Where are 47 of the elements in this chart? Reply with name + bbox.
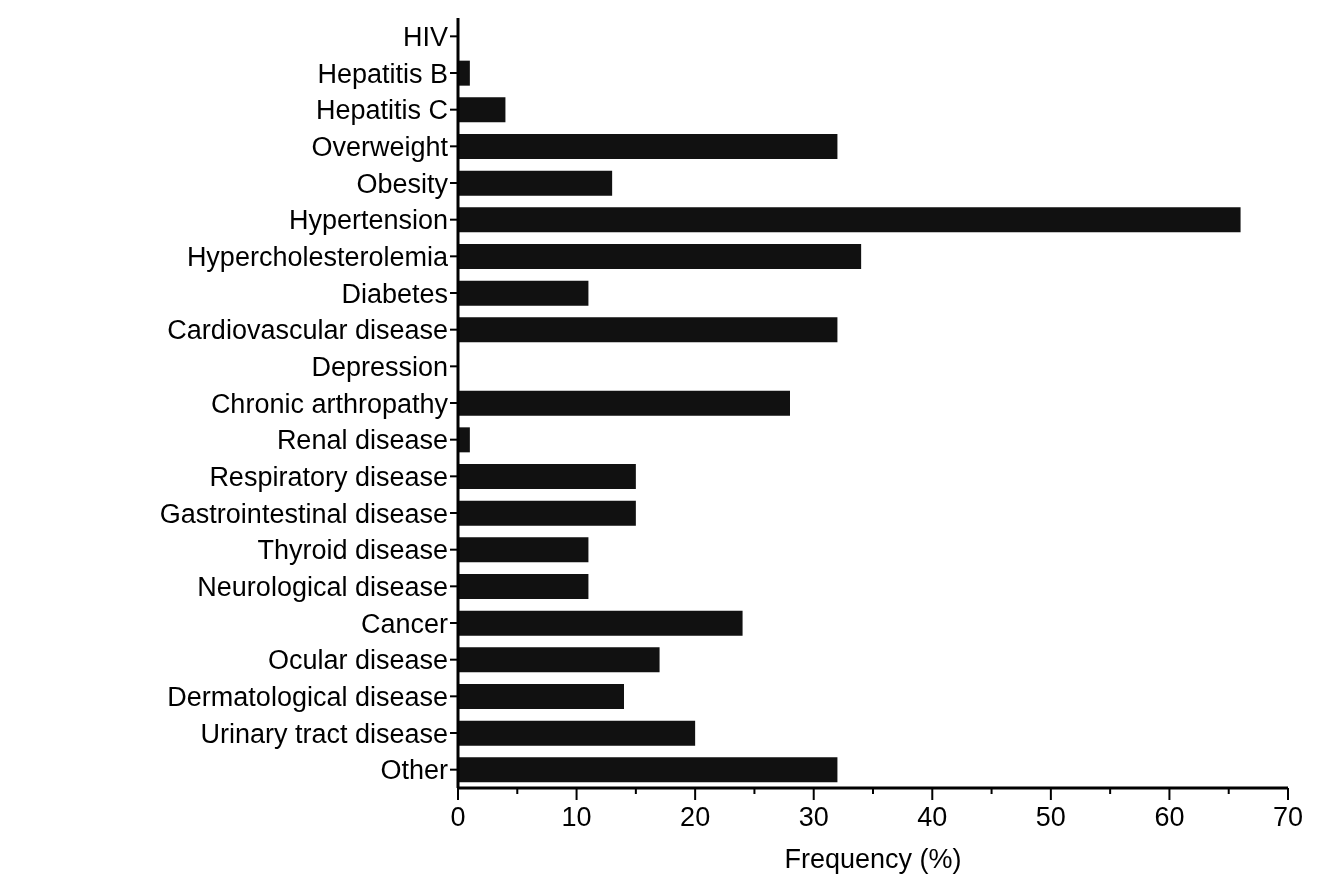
bar: [458, 280, 589, 306]
bar: [458, 207, 1241, 233]
y-tick-label: Chronic arthropathy: [210, 388, 449, 419]
bar: [458, 610, 743, 636]
x-tick-label: 10: [561, 802, 592, 832]
y-tick-label: Respiratory disease: [209, 461, 448, 492]
bar: [458, 390, 790, 416]
y-tick-label: Thyroid disease: [257, 535, 448, 566]
y-tick-label: Hypertension: [288, 205, 448, 236]
bar: [458, 684, 624, 709]
y-tick-label: Other: [380, 755, 448, 786]
y-tick-label: Hepatitis B: [317, 58, 448, 89]
y-tick-label: Dermatological disease: [167, 681, 448, 712]
y-tick-label: Cancer: [360, 608, 448, 639]
y-tick-label: HIV: [402, 21, 448, 52]
y-tick-label: Overweight: [311, 131, 449, 162]
y-tick-label: Cardiovascular disease: [167, 315, 448, 346]
bar: [458, 244, 862, 269]
bar: [458, 720, 696, 746]
x-tick-label: 0: [450, 802, 466, 832]
y-tick-label: Obesity: [356, 168, 449, 199]
x-tick-label: 70: [1272, 802, 1304, 832]
y-tick-label: Neurological disease: [197, 571, 448, 602]
y-tick-label: Depression: [311, 351, 448, 382]
x-tick-label: 20: [680, 802, 711, 832]
y-tick-label: Ocular disease: [267, 645, 448, 676]
x-tick-label: 60: [1154, 802, 1185, 832]
y-tick-label: Renal disease: [276, 425, 448, 456]
y-tick-label: Hypercholesterolemia: [186, 241, 449, 272]
y-tick-label: Urinary tract disease: [200, 718, 448, 749]
x-axis-title: Frequency (%): [784, 844, 962, 874]
bar: [458, 537, 589, 563]
bar: [458, 170, 613, 196]
bar: [458, 647, 660, 673]
bar: [458, 500, 636, 526]
x-tick-label: 40: [917, 802, 948, 832]
y-tick-label: Hepatitis C: [315, 95, 448, 126]
bar: [458, 97, 506, 123]
bar: [458, 134, 838, 159]
bar: [458, 757, 838, 783]
y-tick-label: Diabetes: [341, 278, 448, 309]
x-tick-label: 50: [1035, 802, 1066, 832]
y-tick-label: Gastrointestinal disease: [159, 498, 448, 529]
bar: [458, 317, 838, 343]
x-tick-label: 30: [798, 802, 829, 832]
bar: [458, 574, 589, 599]
bar: [458, 464, 636, 489]
